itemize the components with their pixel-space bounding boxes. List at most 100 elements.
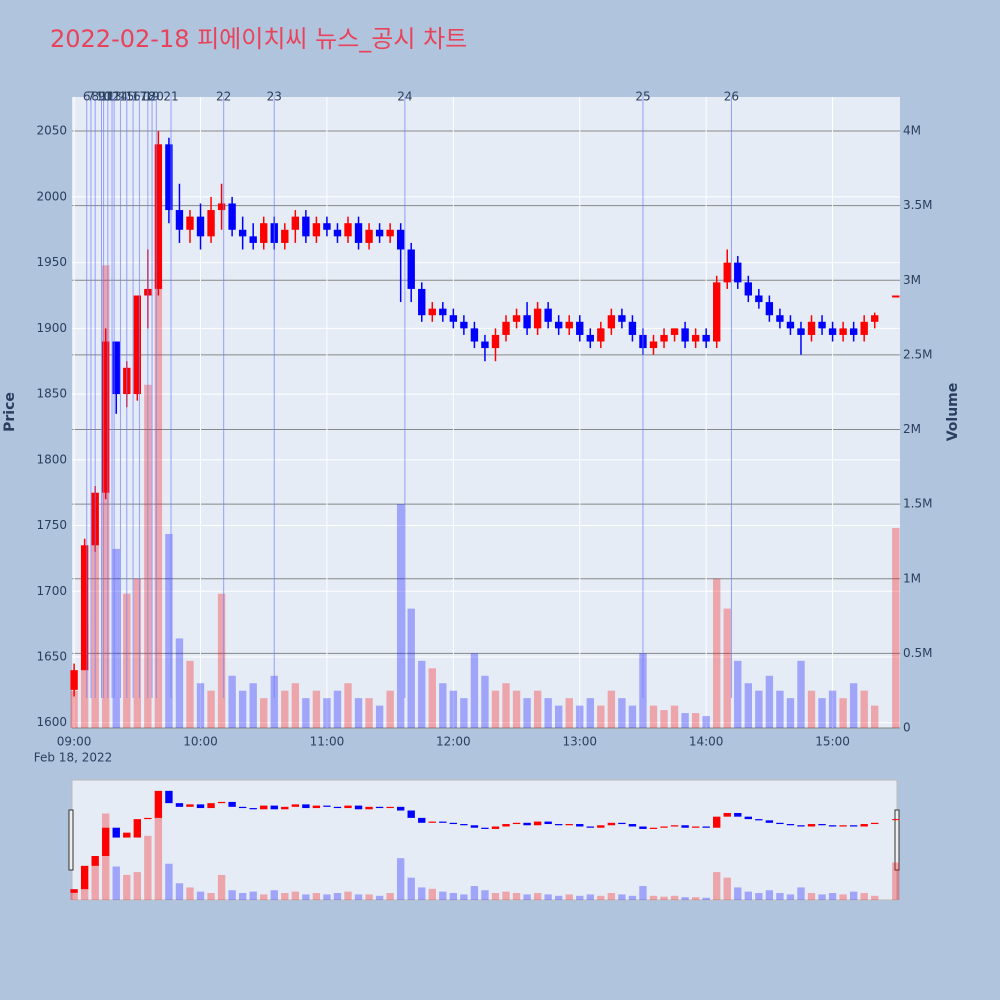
volume-bar xyxy=(670,705,679,728)
volume-bar xyxy=(312,690,321,728)
y2-tick-label: 4M xyxy=(903,124,921,138)
volume-bar xyxy=(533,690,542,728)
mini-volume-bar xyxy=(576,895,584,900)
volume-bar xyxy=(470,653,479,728)
candle-body xyxy=(386,229,394,237)
candle-body xyxy=(512,315,521,322)
mini-volume-bar xyxy=(396,858,405,900)
candle-body xyxy=(396,229,405,250)
volume-bar xyxy=(555,705,563,728)
candle-body xyxy=(333,229,342,237)
mini-volume-bar xyxy=(260,894,268,900)
range-handle[interactable] xyxy=(68,809,74,871)
volume-bar xyxy=(786,698,795,728)
volume-bar xyxy=(797,660,805,728)
candle-body xyxy=(460,321,468,329)
mini-volume-bar xyxy=(618,894,626,900)
x-tick-label: 13:00 xyxy=(562,735,597,749)
mini-volume-bar xyxy=(544,894,552,900)
mini-volume-bar xyxy=(849,891,858,900)
news-label: 26 xyxy=(724,90,739,104)
volume-bar xyxy=(744,683,752,728)
mini-volume-bar xyxy=(133,872,141,900)
candle-body xyxy=(312,223,321,237)
mini-volume-bar xyxy=(628,895,637,900)
plot-area xyxy=(72,97,900,728)
news-label: 17 xyxy=(132,90,147,104)
volume-bar xyxy=(586,698,594,728)
mini-volume-bar xyxy=(354,894,363,900)
mini-volume-bar xyxy=(586,894,594,900)
mini-volume-bar xyxy=(323,894,331,900)
volume-bar xyxy=(249,683,257,728)
volume-bar xyxy=(154,280,163,728)
x-tick-label: 12:00 xyxy=(436,735,471,749)
y2-tick-label: 3.5M xyxy=(903,198,932,212)
x-date-label: Feb 18, 2022 xyxy=(34,751,113,765)
candle-body xyxy=(418,288,426,316)
y-tick-label: 2050 xyxy=(36,124,67,138)
candle-body xyxy=(533,308,542,329)
range-handle[interactable] xyxy=(894,809,900,871)
x-tick-label: 09:00 xyxy=(57,735,92,749)
volume-bar xyxy=(80,623,89,728)
mini-volume-bar xyxy=(291,891,300,900)
mini-volume-bar xyxy=(892,862,900,900)
candle-body xyxy=(702,334,710,342)
candle-body xyxy=(565,321,573,329)
candle-body xyxy=(818,321,826,329)
volume-bar xyxy=(175,638,184,728)
volume-bar xyxy=(375,705,384,728)
chart-title: 2022-02-18 피에이치씨 뉴스_공시 차트 xyxy=(50,25,467,53)
news-label: 6 xyxy=(83,90,91,104)
y-axis-title: Price xyxy=(2,392,18,432)
candle-body xyxy=(249,236,257,243)
volume-bar xyxy=(228,675,236,728)
candle-body xyxy=(133,295,141,395)
candle-body xyxy=(860,321,868,335)
mini-volume-bar xyxy=(217,874,226,900)
candle-body xyxy=(744,282,752,296)
candle-body xyxy=(260,223,268,243)
candle-body xyxy=(849,328,858,335)
y-tick-label: 1800 xyxy=(36,452,67,466)
mini-volume-bar xyxy=(439,891,447,900)
candle-body xyxy=(217,203,226,211)
volume-bar xyxy=(354,698,363,728)
news-label: 8 xyxy=(91,90,99,104)
mini-volume-bar xyxy=(744,891,752,900)
candle-body xyxy=(302,216,310,237)
volume-bar xyxy=(892,528,900,728)
news-label: 16 xyxy=(125,90,140,104)
candle-body xyxy=(165,144,173,211)
mini-volume-bar xyxy=(460,894,468,900)
candle-body xyxy=(618,315,626,322)
candle-body xyxy=(154,144,163,289)
mini-volume-bar xyxy=(80,880,89,900)
candle-body xyxy=(449,315,458,322)
mini-volume-bar xyxy=(765,890,774,900)
mini-volume-bar xyxy=(270,890,278,900)
mini-volume-bar xyxy=(207,893,215,900)
mini-volume-bar xyxy=(228,890,236,900)
candle-body xyxy=(723,262,731,283)
candle-body xyxy=(323,223,331,230)
y-tick-label: 1600 xyxy=(36,715,67,729)
volume-bar xyxy=(544,698,552,728)
candle-body xyxy=(555,321,563,329)
candle-body xyxy=(344,223,352,237)
mini-volume-bar xyxy=(365,894,373,900)
candle-body xyxy=(755,295,763,303)
news-label: 20 xyxy=(149,90,164,104)
volume-bar xyxy=(186,660,194,728)
volume-bar xyxy=(396,504,405,728)
candle-body xyxy=(207,210,215,237)
mini-volume-bar xyxy=(649,895,658,900)
volume-bar xyxy=(502,683,510,728)
candle-body xyxy=(797,328,805,335)
y-tick-label: 1650 xyxy=(36,650,67,664)
y2-tick-label: 0.5M xyxy=(903,646,932,660)
mini-volume-bar xyxy=(565,894,573,900)
volume-bar xyxy=(165,533,173,728)
news-label: 13 xyxy=(106,90,121,104)
